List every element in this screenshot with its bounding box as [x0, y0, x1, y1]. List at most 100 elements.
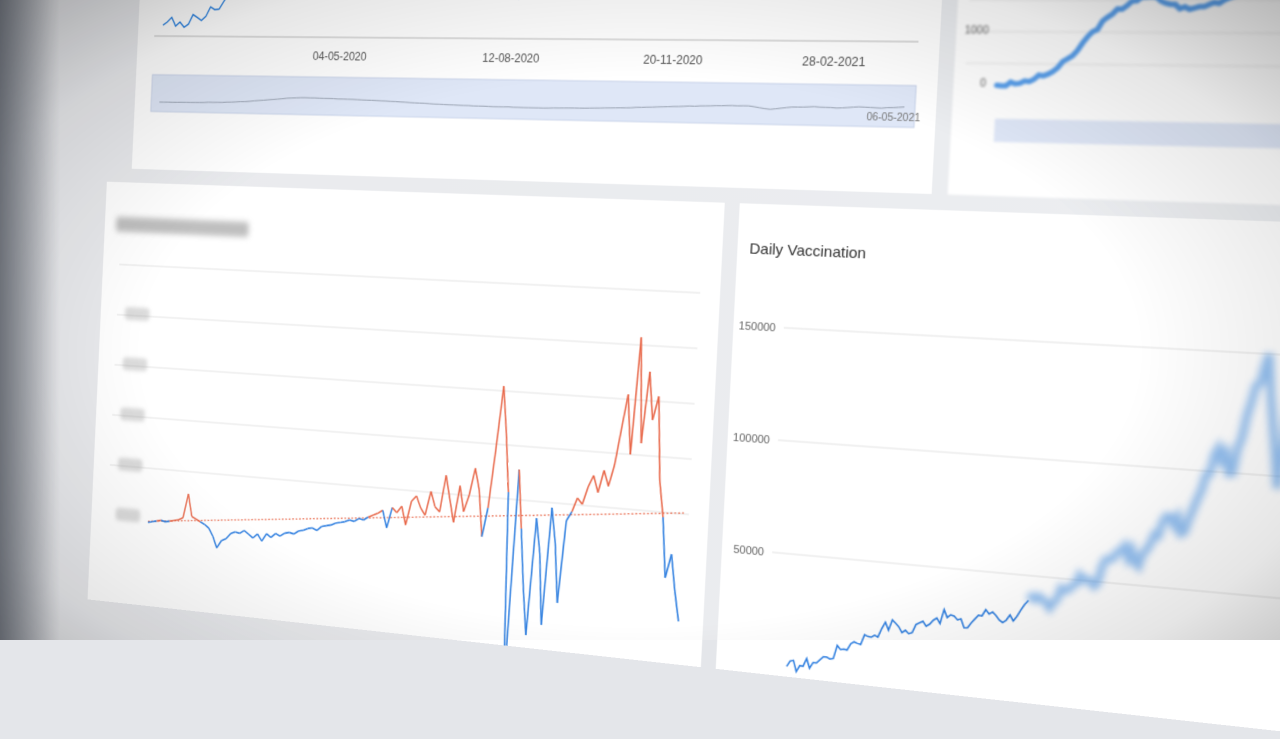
increase-segment: [496, 386, 504, 451]
x-tick-label: 04-05-2020: [313, 51, 367, 64]
change-chart: [88, 182, 725, 668]
decrease-segment: [222, 538, 227, 541]
x-tick-label: 20-11-2020: [643, 54, 703, 68]
increase-segment: [630, 337, 641, 455]
decrease-segment: [557, 520, 566, 603]
range-navigator: [151, 75, 916, 128]
decrease-segment: [308, 527, 313, 529]
decrease-segment: [235, 532, 240, 534]
decrease-segment: [340, 521, 345, 523]
decrease-segment: [240, 530, 245, 534]
decrease-segment: [276, 533, 281, 536]
increase-segment: [474, 468, 480, 489]
y-tick-label: [115, 507, 140, 522]
decrease-segment: [248, 534, 253, 538]
decrease-segment: [289, 532, 294, 534]
increase-segment: [411, 496, 416, 502]
decrease-segment: [552, 543, 560, 602]
increase-segment: [615, 429, 622, 465]
decrease-segment: [541, 507, 552, 625]
increase-segment: [598, 470, 604, 493]
gridline: [112, 415, 692, 459]
increase-segment: [425, 491, 431, 516]
decrease-segment: [200, 522, 205, 525]
decrease-segment: [536, 554, 544, 625]
increase-segment: [157, 520, 161, 522]
y-tick-label: [125, 307, 150, 321]
decrease-segment: [208, 528, 213, 536]
increase-segment: [183, 494, 189, 519]
decrease-segment: [212, 536, 217, 548]
decrease-segment: [253, 534, 258, 539]
dashboard-view: 04-05-2020 12-08-2020 20-11-2020 28-02-2021…: [64, 0, 1280, 712]
trend-line: [148, 467, 684, 572]
increase-segment: [453, 485, 460, 523]
decrease-segment: [298, 530, 303, 532]
increase-segment: [636, 338, 647, 444]
decrease-segment: [322, 525, 327, 527]
increase-segment: [378, 510, 383, 514]
increase-segment: [503, 433, 511, 492]
decrease-segment: [266, 534, 271, 538]
x-tick-label: 12-08-2020: [482, 52, 539, 65]
increase-segment: [582, 487, 588, 505]
increase-segment: [368, 515, 373, 518]
decrease-segment: [294, 531, 299, 535]
y-tick-label: [120, 407, 145, 422]
timeline-chart-panel: 04-05-2020 12-08-2020 20-11-2020 28-02-2021…: [132, 0, 951, 194]
increase-segment: [406, 501, 412, 526]
cumulative-chart: 1000 0: [948, 0, 1280, 208]
increase-segment: [170, 520, 174, 522]
vaccination-series-line-blurred: [1028, 283, 1280, 636]
decrease-segment: [345, 519, 350, 522]
decrease-segment: [217, 540, 222, 548]
decrease-segment: [280, 533, 285, 537]
decrease-segment: [271, 533, 276, 538]
increase-segment: [488, 450, 496, 509]
gridline: [110, 465, 689, 515]
y-tick-label: 50000: [733, 544, 765, 559]
cumulative-chart-panel: 1000 0: [948, 0, 1280, 208]
daily-vaccination-panel: Daily Vaccination 15000010000050000: [716, 203, 1280, 739]
increase-segment: [577, 498, 582, 504]
gridline: [115, 365, 695, 404]
vaccination-series-line: [786, 578, 1028, 696]
decrease-segment: [526, 518, 537, 636]
increase-segment: [196, 519, 201, 522]
x-tick-label: 28-02-2021: [802, 56, 866, 70]
increase-segment: [653, 396, 659, 420]
y-tick-label: 0: [980, 78, 987, 89]
increase-segment: [392, 508, 397, 513]
gridline: [967, 31, 1280, 33]
timeline-series-line: [163, 0, 877, 31]
decrease-segment: [364, 517, 369, 521]
y-tick-label: 1000: [964, 25, 989, 36]
decrease-segment: [317, 526, 322, 531]
decrease-segment: [518, 529, 526, 588]
increase-segment: [588, 475, 594, 487]
decrease-segment: [204, 524, 208, 528]
x-axis-line: [154, 36, 918, 42]
decrease-segment: [665, 554, 671, 579]
y-tick-label: [122, 357, 147, 371]
decrease-segment: [349, 520, 354, 522]
gridline: [772, 552, 1280, 604]
increase-segment: [179, 518, 183, 521]
timeline-chart: 04-05-2020 12-08-2020 20-11-2020 28-02-2021…: [132, 0, 951, 194]
decrease-segment: [482, 508, 488, 538]
decrease-segment: [566, 511, 571, 521]
decrease-segment: [312, 528, 317, 531]
increase-segment: [192, 517, 196, 520]
daily-vaccination-chart: 15000010000050000: [716, 203, 1280, 739]
range-end-label: 06-05-2021: [866, 111, 920, 123]
gridline: [784, 328, 1280, 359]
increase-segment: [373, 513, 378, 516]
increase-segment: [416, 496, 421, 508]
decrease-segment: [257, 534, 262, 541]
range-navigator: [994, 119, 1280, 151]
decrease-segment: [285, 532, 290, 534]
decrease-segment: [303, 528, 308, 531]
increase-segment: [397, 506, 402, 513]
decrease-segment: [336, 522, 341, 524]
increase-segment: [464, 494, 470, 512]
